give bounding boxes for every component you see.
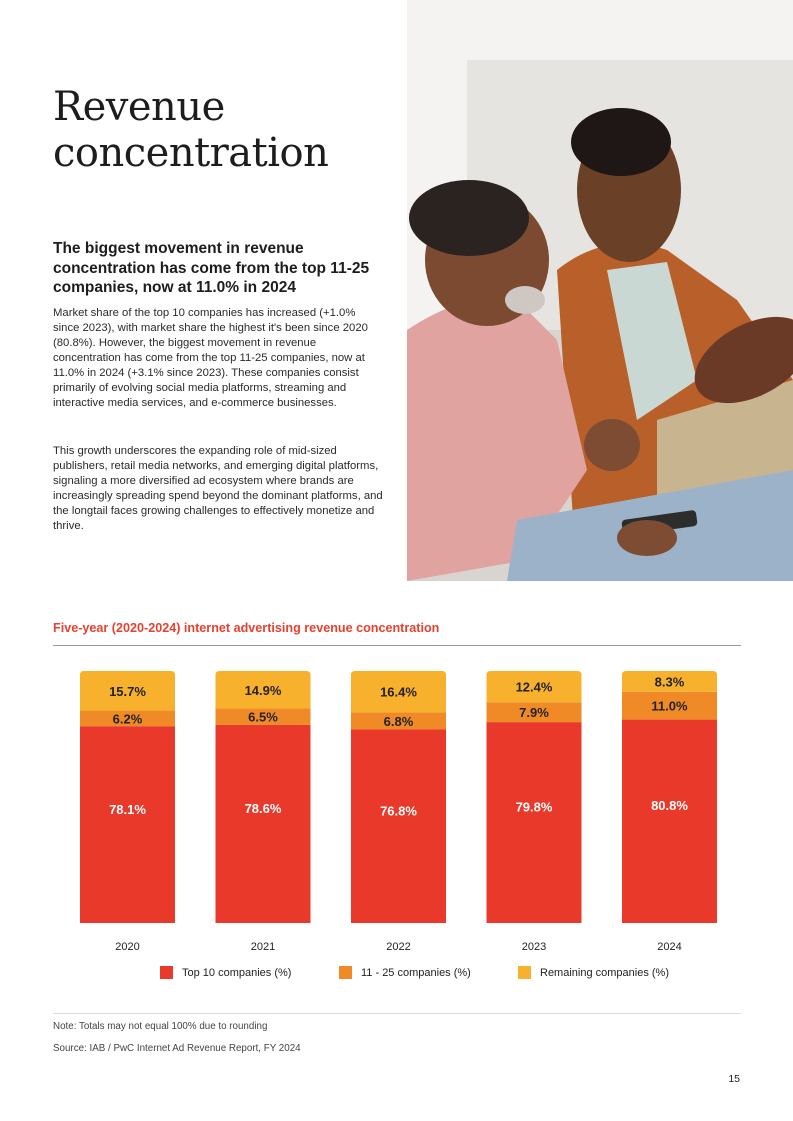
bar-segment xyxy=(351,712,446,730)
bar-segment xyxy=(215,724,311,923)
hero-photo xyxy=(407,0,793,581)
bar-segment xyxy=(351,671,446,713)
bar-value-label: 11.0% xyxy=(651,699,688,714)
bar-segment xyxy=(622,719,717,923)
legend-item-11-25: 11 - 25 companies (%) xyxy=(339,966,471,979)
legend-label-remaining: Remaining companies (%) xyxy=(540,966,669,979)
bar-value-label: 6.5% xyxy=(248,710,278,725)
body-paragraph-2: This growth underscores the expanding ro… xyxy=(53,445,383,532)
x-axis-label: 2020 xyxy=(115,941,139,953)
x-axis-label: 2021 xyxy=(251,941,275,953)
legend-item-remaining: Remaining companies (%) xyxy=(518,966,669,979)
bar-segment xyxy=(486,671,582,703)
chart-top-divider xyxy=(53,645,741,646)
bar-value-label: 76.8% xyxy=(380,804,417,819)
legend-label-top10: Top 10 companies (%) xyxy=(182,966,292,979)
bar-segment xyxy=(486,722,582,923)
bar-value-label: 6.8% xyxy=(384,714,414,729)
bar-value-label: 79.8% xyxy=(516,799,553,814)
legend-swatch-11-25 xyxy=(339,966,352,979)
chart-legend: Top 10 companies (%) 11 - 25 companies (… xyxy=(0,966,793,986)
bar-segment xyxy=(80,710,175,727)
x-axis-label: 2022 xyxy=(386,941,410,953)
body-paragraph-1: Market share of the top 10 companies has… xyxy=(53,307,368,409)
bar-value-label: 6.2% xyxy=(113,711,143,726)
chart-source: Source: IAB / PwC Internet Ad Revenue Re… xyxy=(53,1043,301,1054)
bar-value-label: 80.8% xyxy=(651,798,688,813)
bar-value-label: 14.9% xyxy=(245,683,282,698)
stacked-bar-chart: 78.1% 6.2% 15.7% 2020 78.6% 6.5% 14.9% 2021 76.8… xyxy=(53,655,741,960)
bar-value-label: 15.7% xyxy=(109,684,146,699)
legend-item-top10: Top 10 companies (%) xyxy=(160,966,291,979)
x-axis-label: 2024 xyxy=(657,941,681,953)
bar-value-label: 12.4% xyxy=(516,680,553,695)
page-number: 15 xyxy=(728,1073,740,1085)
bar-value-label: 16.4% xyxy=(380,685,417,700)
page-title: Revenue concentration xyxy=(53,84,329,176)
legend-label-11-25: 11 - 25 companies (%) xyxy=(361,966,471,979)
chart-note: Note: Totals may not equal 100% due to r… xyxy=(53,1021,268,1032)
x-axis-label: 2023 xyxy=(522,941,546,953)
bar-segment xyxy=(80,671,175,711)
bar-value-label: 8.3% xyxy=(655,674,685,689)
bar-segment xyxy=(622,671,717,692)
two-men-watching-game-image xyxy=(407,0,793,581)
chart-bottom-divider xyxy=(53,1013,741,1014)
chart-title: Five-year (2020-2024) internet advertisi… xyxy=(53,621,440,635)
bar-segment xyxy=(486,702,582,723)
section-subheading: The biggest movement in revenue concentr… xyxy=(53,240,370,296)
bar-value-label: 7.9% xyxy=(519,705,549,720)
legend-swatch-remaining xyxy=(518,966,531,979)
chart-canvas: 78.1% 6.2% 15.7% 2020 78.6% 6.5% 14.9% 2021 76.8… xyxy=(80,671,717,953)
legend-swatch-top10 xyxy=(160,966,173,979)
bar-segment xyxy=(622,691,717,720)
bar-value-label: 78.1% xyxy=(109,802,146,817)
bar-segment xyxy=(80,726,175,923)
bar-segment xyxy=(215,671,311,709)
bar-segment xyxy=(351,729,446,923)
bar-value-label: 78.6% xyxy=(245,801,282,816)
bar-segment xyxy=(215,708,311,725)
